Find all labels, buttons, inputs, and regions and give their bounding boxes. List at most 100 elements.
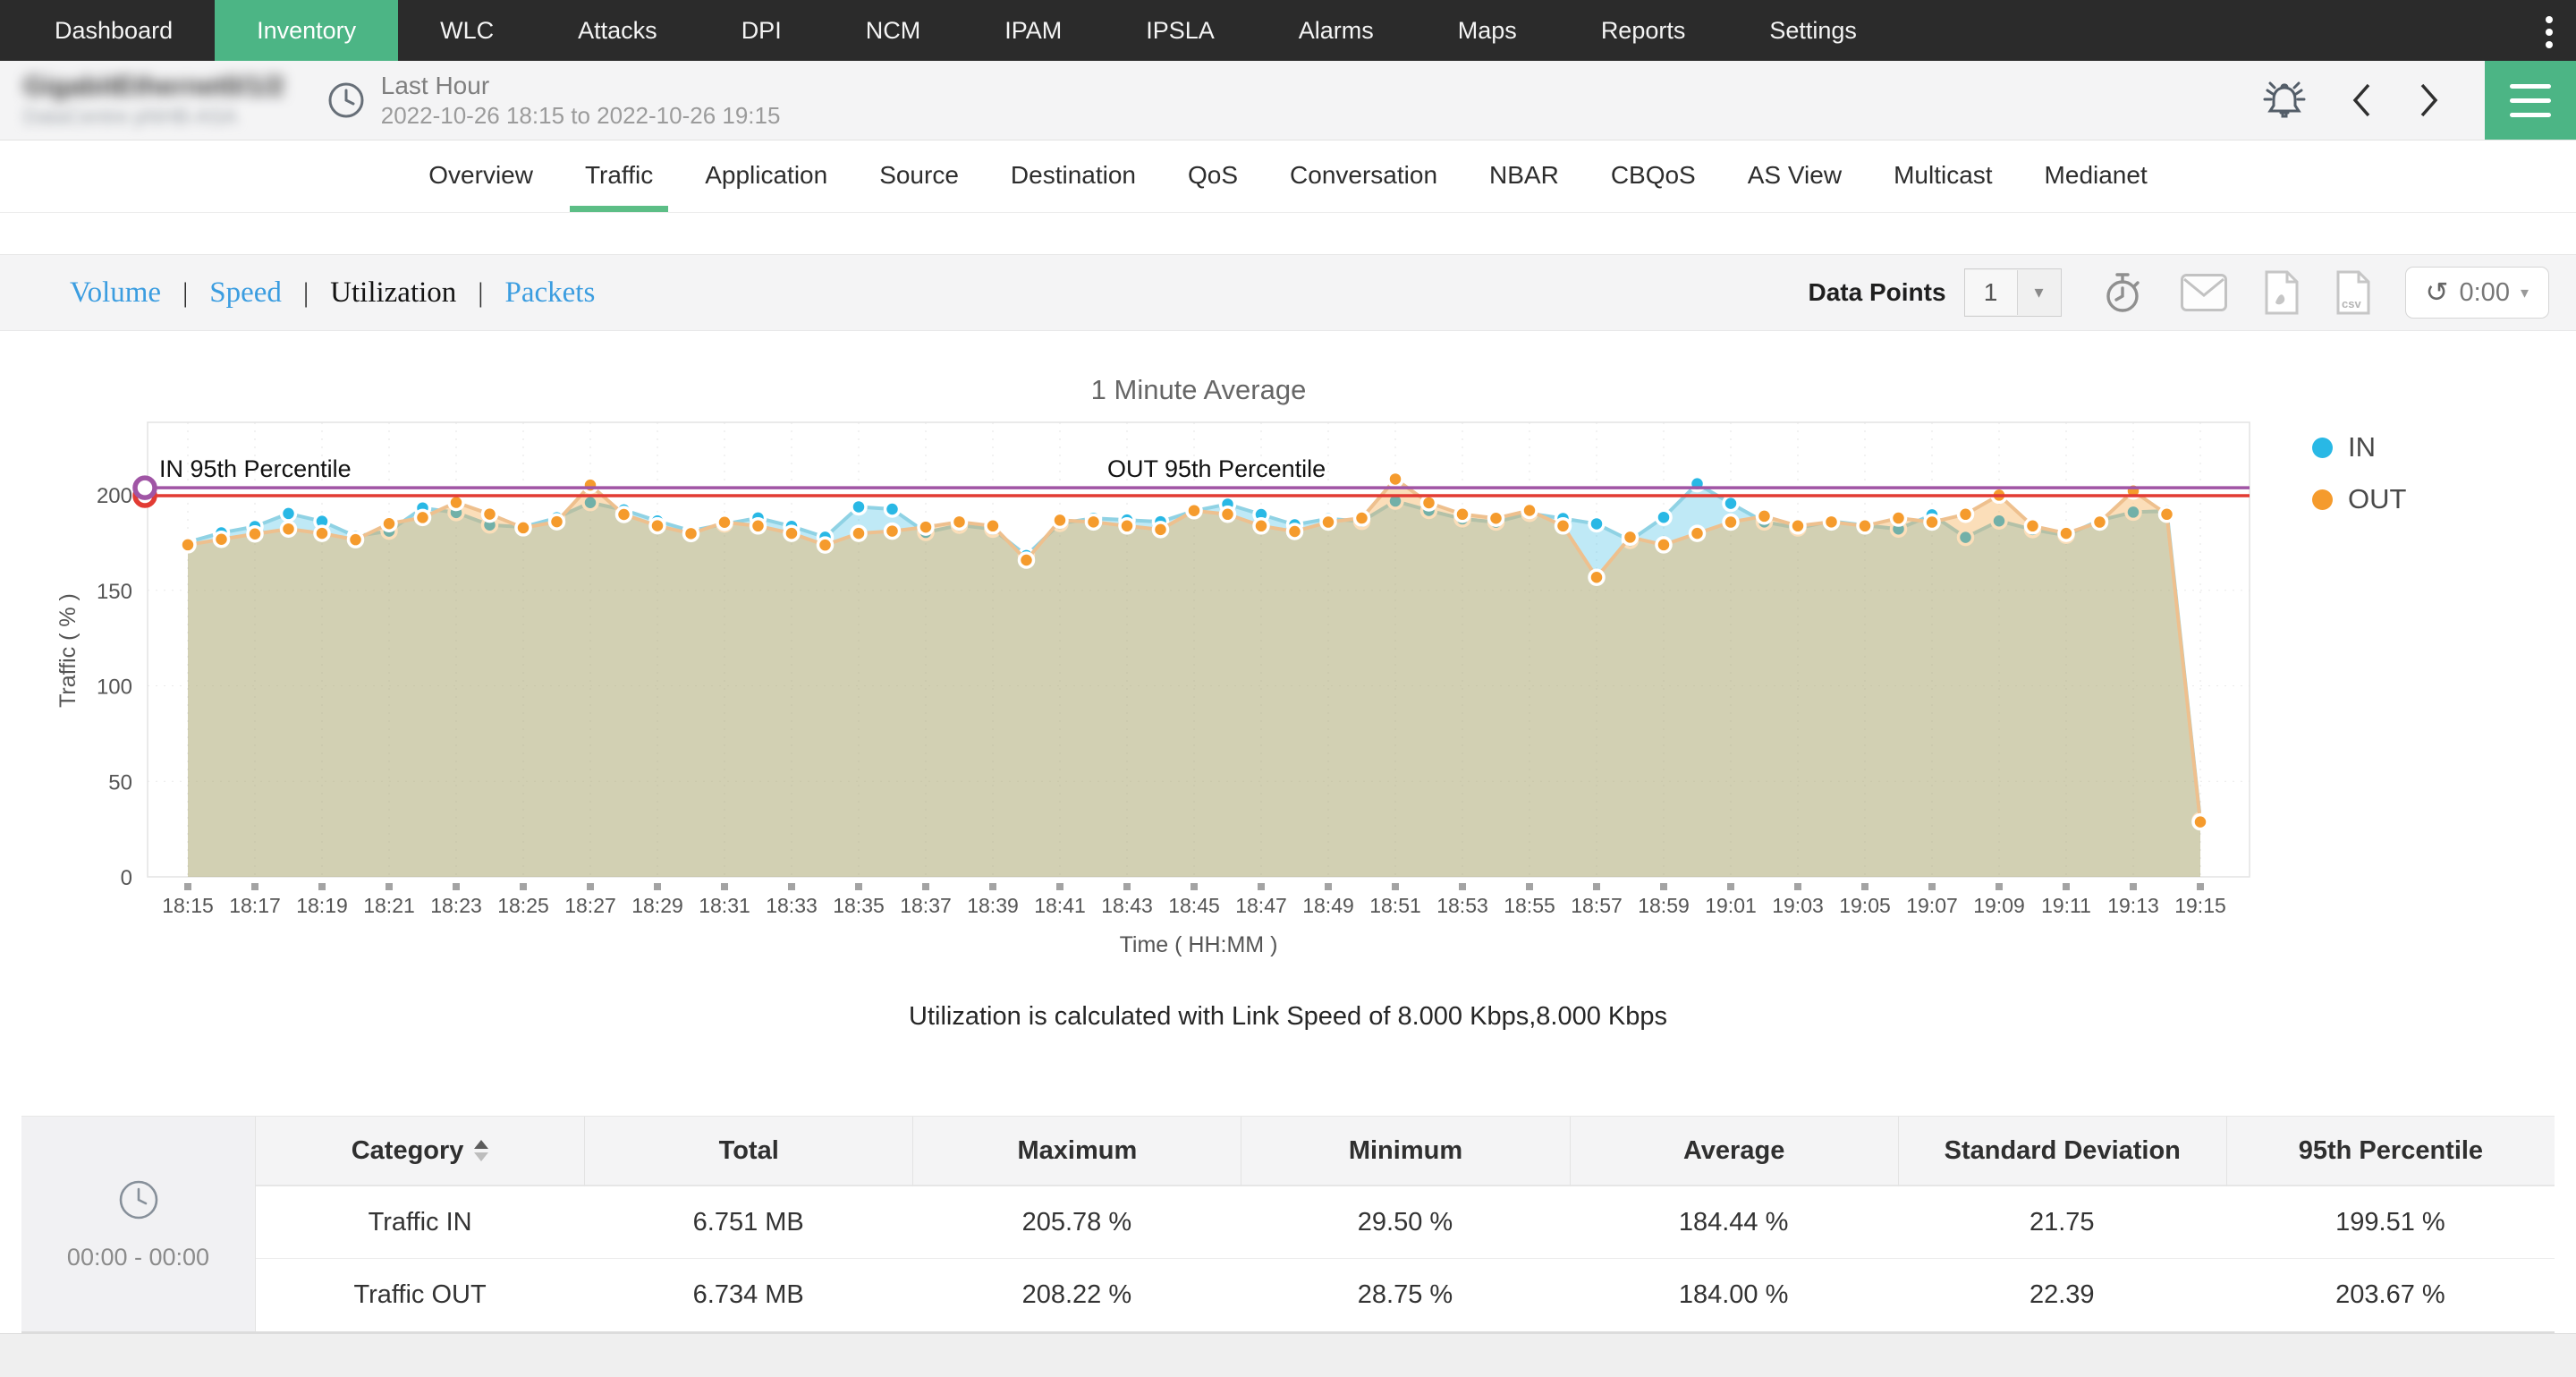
svg-text:18:45: 18:45	[1168, 894, 1220, 917]
svg-text:18:47: 18:47	[1235, 894, 1287, 917]
cell-total-1: 6.734 MB	[584, 1259, 912, 1331]
nav-item-reports[interactable]: Reports	[1559, 0, 1728, 61]
export-csv-icon[interactable]: csv	[2335, 270, 2371, 315]
tab-medianet[interactable]: Medianet	[2019, 140, 2174, 212]
subtab-speed[interactable]: Speed	[209, 276, 282, 310]
time-period-selector[interactable]: Last Hour 2022-10-26 18:15 to 2022-10-26…	[326, 72, 781, 130]
tab-as-view[interactable]: AS View	[1722, 140, 1868, 212]
subtab-utilization[interactable]: Utilization	[330, 276, 456, 310]
svg-text:19:07: 19:07	[1906, 894, 1958, 917]
refresh-interval-button[interactable]: ↺ 0:00 ▾	[2405, 267, 2549, 319]
report-tabs: OverviewTrafficApplicationSourceDestinat…	[0, 140, 2576, 213]
svg-text:18:17: 18:17	[229, 894, 281, 917]
svg-text:18:53: 18:53	[1436, 894, 1488, 917]
chart-legend: IN OUT	[2312, 431, 2406, 515]
column-header-average[interactable]: Average	[1570, 1117, 1898, 1186]
svg-text:18:39: 18:39	[967, 894, 1019, 917]
column-header-total[interactable]: Total	[584, 1117, 912, 1186]
subtab-packets[interactable]: Packets	[505, 276, 596, 310]
chart-title: 1 Minute Average	[0, 374, 2397, 406]
statistics-section: 00:00 - 00:00 CategoryTotalMaximumMinimu…	[0, 1116, 2576, 1333]
tab-multicast[interactable]: Multicast	[1868, 140, 2018, 212]
legend-item-out[interactable]: OUT	[2312, 483, 2406, 515]
column-header-category[interactable]: Category	[256, 1117, 584, 1186]
nav-item-ipsla[interactable]: IPSLA	[1104, 0, 1257, 61]
tab-destination[interactable]: Destination	[985, 140, 1162, 212]
tab-cbqos[interactable]: CBQoS	[1585, 140, 1722, 212]
svg-text:18:31: 18:31	[699, 894, 750, 917]
subtab-separator: |	[456, 276, 504, 309]
chevron-right-icon[interactable]	[2415, 81, 2442, 120]
column-header-95th-percentile[interactable]: 95th Percentile	[2226, 1117, 2555, 1186]
nav-item-ipam[interactable]: IPAM	[962, 0, 1104, 61]
nav-item-dpi[interactable]: DPI	[699, 0, 824, 61]
svg-text:150: 150	[97, 580, 132, 604]
clock-icon	[326, 80, 367, 121]
subtab-volume[interactable]: Volume	[70, 276, 161, 310]
cell-average-0: 184.44 %	[1570, 1186, 1898, 1259]
cell-standard-deviation-0: 21.75	[1898, 1186, 2226, 1259]
nav-item-ncm[interactable]: NCM	[824, 0, 963, 61]
column-header-minimum[interactable]: Minimum	[1241, 1117, 1569, 1186]
data-points-select[interactable]: 1 ▾	[1964, 268, 2062, 317]
legend-item-in[interactable]: IN	[2312, 431, 2406, 463]
device-name: GigabitEthernet0/1/2	[23, 72, 284, 102]
svg-text:19:03: 19:03	[1772, 894, 1824, 917]
nav-item-settings[interactable]: Settings	[1727, 0, 1899, 61]
out-legend-dot	[2312, 489, 2333, 510]
tab-application[interactable]: Application	[679, 140, 853, 212]
cell-total-0: 6.751 MB	[584, 1186, 912, 1259]
caret-down-icon: ▾	[2521, 284, 2529, 302]
more-options-icon[interactable]	[2542, 13, 2556, 52]
export-icons: csv	[2101, 269, 2371, 316]
export-pdf-icon[interactable]	[2264, 270, 2300, 315]
menu-toggle-button[interactable]	[2485, 61, 2576, 140]
cell-minimum-1: 28.75 %	[1241, 1259, 1569, 1331]
column-header-maximum[interactable]: Maximum	[912, 1117, 1241, 1186]
nav-item-wlc[interactable]: WLC	[398, 0, 536, 61]
tab-overview[interactable]: Overview	[402, 140, 559, 212]
svg-text:18:19: 18:19	[296, 894, 348, 917]
data-points-label: Data Points	[1808, 278, 1945, 307]
row-category-traffic-out: Traffic OUT	[256, 1259, 584, 1331]
row-category-traffic-in: Traffic IN	[256, 1186, 584, 1259]
tab-conversation[interactable]: Conversation	[1264, 140, 1463, 212]
svg-text:18:15: 18:15	[162, 894, 214, 917]
email-report-icon[interactable]	[2180, 273, 2228, 312]
svg-text:18:57: 18:57	[1571, 894, 1623, 917]
in-legend-dot	[2312, 438, 2333, 458]
out-95th-percentile-annotation: OUT 95th Percentile	[135, 455, 2250, 497]
tab-qos[interactable]: QoS	[1162, 140, 1264, 212]
svg-text:Time ( HH:MM ): Time ( HH:MM )	[1120, 932, 1278, 957]
svg-text:19:09: 19:09	[1973, 894, 2025, 917]
chevron-left-icon[interactable]	[2349, 81, 2376, 120]
svg-text:18:27: 18:27	[564, 894, 616, 917]
out-legend-label: OUT	[2348, 483, 2406, 515]
refresh-value: 0:00	[2460, 278, 2510, 308]
schedule-report-icon[interactable]	[2101, 269, 2144, 316]
nav-item-dashboard[interactable]: Dashboard	[13, 0, 215, 61]
svg-text:18:51: 18:51	[1369, 894, 1421, 917]
svg-text:19:15: 19:15	[2174, 894, 2226, 917]
cell-maximum-0: 205.78 %	[912, 1186, 1241, 1259]
column-header-standard-deviation[interactable]: Standard Deviation	[1898, 1117, 2226, 1186]
period-text: Last Hour 2022-10-26 18:15 to 2022-10-26…	[381, 72, 781, 130]
svg-text:IN 95th Percentile: IN 95th Percentile	[159, 455, 352, 482]
nav-item-alarms[interactable]: Alarms	[1257, 0, 1416, 61]
cell-standard-deviation-1: 22.39	[1898, 1259, 2226, 1331]
netflow-interface-report-page: DashboardInventoryWLCAttacksDPINCMIPAMIP…	[0, 0, 2576, 1377]
nav-item-attacks[interactable]: Attacks	[536, 0, 699, 61]
alarm-bell-icon[interactable]	[2259, 76, 2309, 124]
tab-traffic[interactable]: Traffic	[559, 140, 679, 212]
device-info: GigabitEthernet0/1/2 DataCentre pNHB-ASA	[23, 72, 284, 129]
svg-text:18:23: 18:23	[430, 894, 482, 917]
utilization-chart-section: 1 Minute Average 18:1518:1718:1918:2118:…	[0, 331, 2576, 1116]
nav-item-inventory[interactable]: Inventory	[215, 0, 398, 61]
tab-nbar[interactable]: NBAR	[1463, 140, 1585, 212]
period-range: 2022-10-26 18:15 to 2022-10-26 19:15	[381, 102, 781, 130]
svg-text:0: 0	[121, 866, 132, 890]
link-speed-note: Utilization is calculated with Link Spee…	[0, 1002, 2576, 1032]
top-navigation: DashboardInventoryWLCAttacksDPINCMIPAMIP…	[0, 0, 2576, 61]
tab-source[interactable]: Source	[853, 140, 985, 212]
nav-item-maps[interactable]: Maps	[1416, 0, 1559, 61]
